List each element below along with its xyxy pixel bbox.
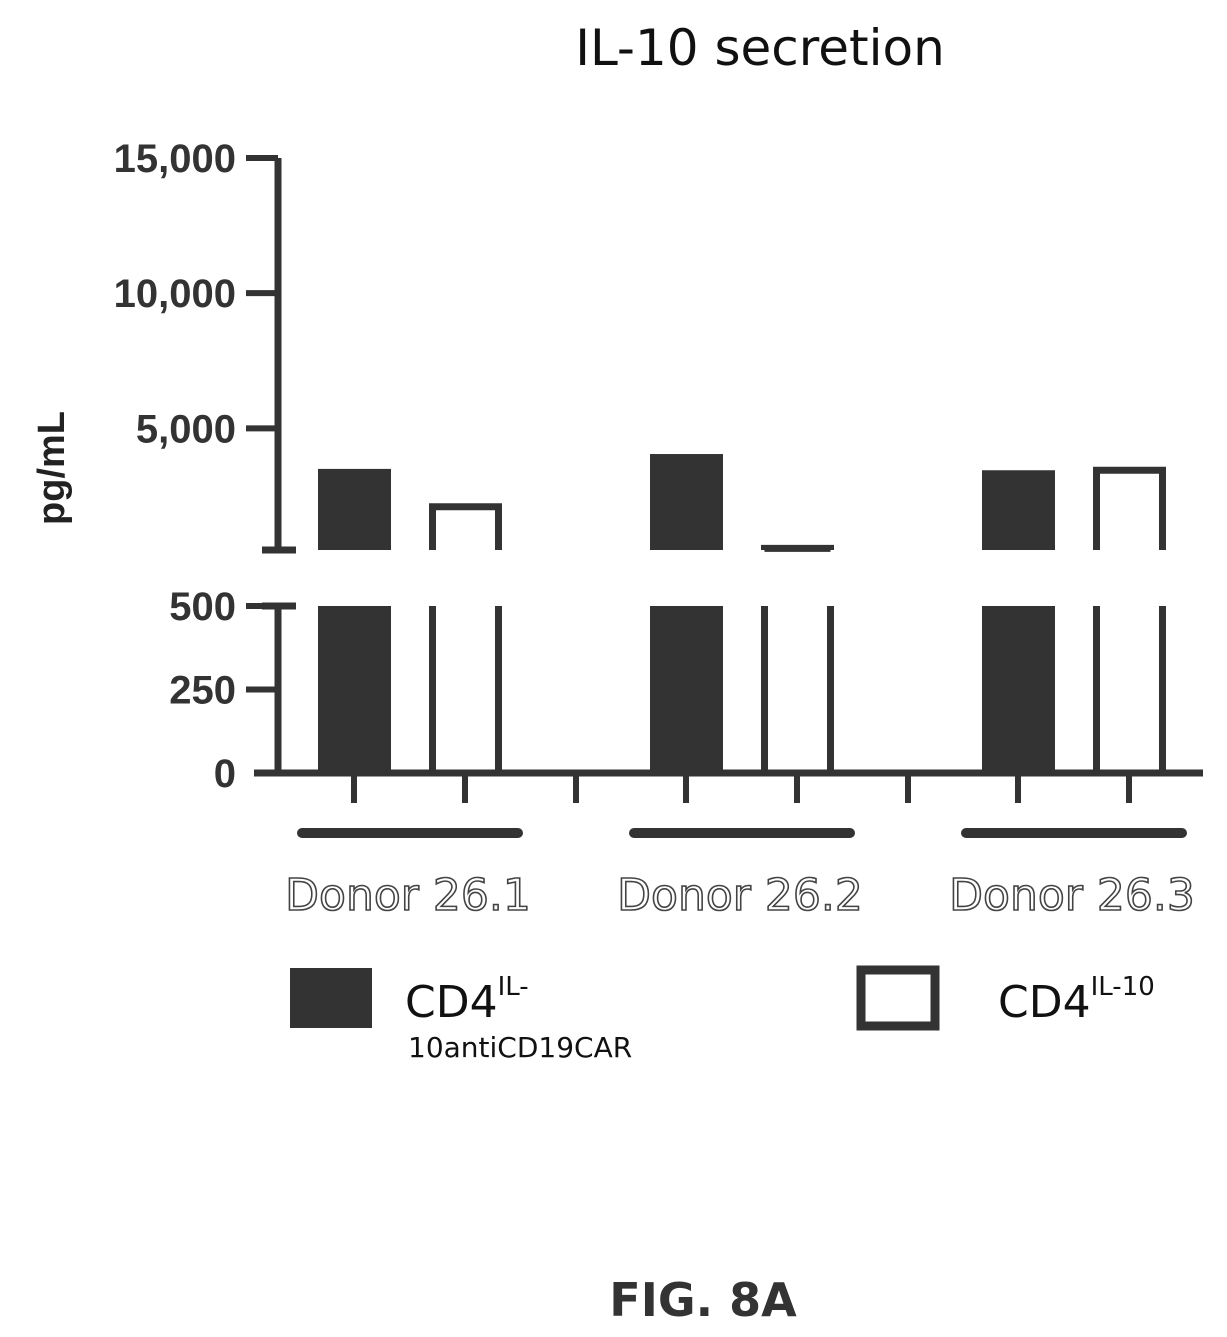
y-tick-label: 10,000 <box>114 272 236 316</box>
bar-upper <box>982 470 1055 550</box>
x-category-label: Donor 26.1 <box>285 870 531 921</box>
legend: CD4IL- 10antiCD19CAR CD4IL-10 <box>290 965 1155 1064</box>
y-tick-label: 0 <box>214 752 236 796</box>
y-tick-label: 15,000 <box>114 137 236 181</box>
legend-item2-sup: IL-10 <box>1091 972 1155 1002</box>
svg-text:CD4IL-: CD4IL- <box>405 972 529 1028</box>
y-axis-label: pg/mL <box>31 411 73 525</box>
legend-item2-main: CD4 <box>998 977 1091 1028</box>
legend-swatch-open <box>856 965 940 1031</box>
bar-upper <box>650 454 723 550</box>
x-category-label: Donor 26.3 <box>949 870 1195 921</box>
bar-upper-open <box>761 544 834 552</box>
legend-swatch-solid <box>290 968 372 1028</box>
svg-text:CD4IL-10: CD4IL-10 <box>998 972 1155 1028</box>
bar-lower <box>982 606 1055 773</box>
y-tick-label: 500 <box>169 585 236 629</box>
figure-label: FIG. 8A <box>609 1273 797 1327</box>
y-tick-labels: 5,000 10,000 15,000 0 250 500 <box>114 137 236 796</box>
bar-upper-open <box>429 503 502 550</box>
legend-item1-main: CD4 <box>405 977 498 1028</box>
x-category-label: Donor 26.2 <box>617 870 863 921</box>
legend-item1-sup: IL- <box>498 972 529 1002</box>
chart-title: IL-10 secretion <box>575 19 945 77</box>
axes <box>246 155 1203 803</box>
bar-lower <box>318 606 391 773</box>
group-labels: Donor 26.1 Donor 26.2 Donor 26.3 <box>284 828 1196 922</box>
bar-upper <box>318 468 391 550</box>
bar-lower <box>650 606 723 773</box>
legend-item1-sub: 10antiCD19CAR <box>408 1031 632 1064</box>
y-tick-label: 5,000 <box>136 407 236 451</box>
bar-upper-open <box>1093 466 1166 550</box>
bars <box>318 454 1166 773</box>
y-tick-label: 250 <box>169 669 236 713</box>
